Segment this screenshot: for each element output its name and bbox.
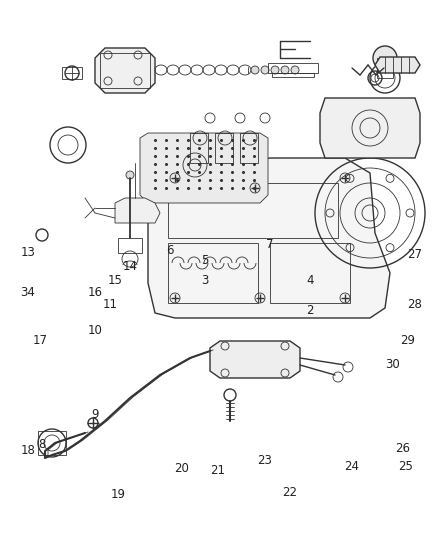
Bar	[270, 243, 350, 303]
Text: 15: 15	[108, 273, 123, 287]
Polygon shape	[210, 341, 300, 378]
Circle shape	[271, 66, 279, 74]
Text: 10: 10	[88, 324, 102, 336]
Text: 3: 3	[201, 273, 208, 287]
Circle shape	[281, 66, 289, 74]
Circle shape	[251, 66, 259, 74]
Text: 27: 27	[407, 248, 423, 262]
Text: 30: 30	[385, 359, 400, 372]
Text: 26: 26	[396, 441, 410, 455]
Text: 23: 23	[258, 454, 272, 466]
Text: 29: 29	[400, 334, 416, 346]
Text: 5: 5	[201, 254, 208, 266]
Bar	[215, 133, 233, 163]
Text: 14: 14	[123, 261, 138, 273]
Polygon shape	[375, 57, 420, 73]
Polygon shape	[320, 98, 420, 158]
Bar	[240, 133, 258, 163]
Text: 4: 4	[306, 273, 314, 287]
Text: 22: 22	[283, 486, 297, 498]
Bar	[168, 183, 338, 238]
Circle shape	[126, 171, 134, 179]
Bar	[268, 63, 318, 73]
Circle shape	[291, 66, 299, 74]
Text: 7: 7	[266, 238, 274, 252]
Text: 17: 17	[32, 334, 47, 346]
Text: 18: 18	[21, 443, 35, 456]
Polygon shape	[148, 158, 390, 318]
Bar	[38, 431, 66, 455]
Text: 19: 19	[110, 489, 126, 502]
Text: 21: 21	[211, 464, 226, 477]
Bar	[377, 58, 393, 78]
Text: 24: 24	[345, 459, 360, 472]
Text: 25: 25	[399, 461, 413, 473]
Text: 9: 9	[91, 408, 99, 422]
Text: 20: 20	[175, 462, 190, 474]
Bar	[62, 67, 82, 79]
Bar	[118, 238, 142, 253]
Text: 8: 8	[38, 439, 46, 451]
Bar	[272, 73, 314, 77]
Text: 6: 6	[166, 244, 174, 256]
Text: 16: 16	[88, 286, 102, 298]
Polygon shape	[95, 48, 155, 93]
Polygon shape	[115, 198, 160, 223]
Bar	[100, 53, 150, 88]
Text: 2: 2	[306, 303, 314, 317]
Polygon shape	[140, 133, 268, 203]
Text: 28: 28	[408, 298, 422, 311]
Bar	[168, 243, 258, 303]
Text: 11: 11	[102, 298, 117, 311]
Circle shape	[373, 46, 397, 70]
Text: 34: 34	[21, 287, 35, 300]
Circle shape	[261, 66, 269, 74]
Bar	[190, 133, 208, 163]
Text: 13: 13	[21, 246, 35, 260]
